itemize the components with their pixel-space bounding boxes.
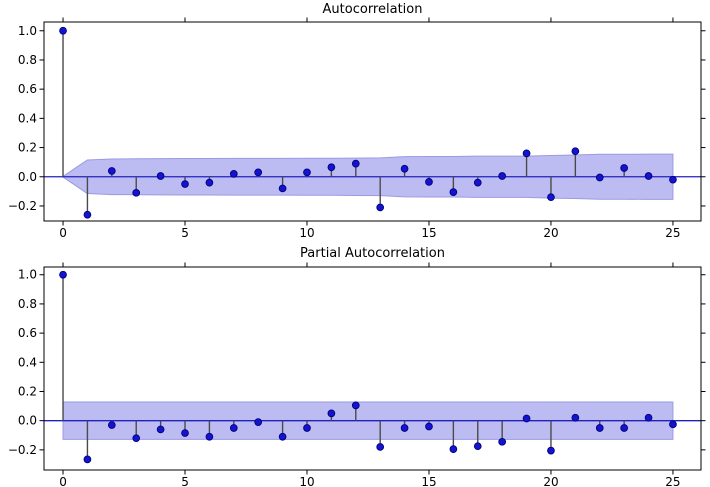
pacf-ytick-label: −0.2 xyxy=(8,443,37,457)
acf-marker xyxy=(522,149,531,158)
acf-xtick-label: 25 xyxy=(665,226,680,240)
pacf-xtick-label: 20 xyxy=(543,475,558,487)
acf-marker xyxy=(351,159,360,168)
acf-marker xyxy=(400,164,409,173)
acf-marker xyxy=(620,164,629,172)
acf-marker xyxy=(449,188,458,196)
pacf-axes-frame xyxy=(43,266,702,471)
pacf-marker xyxy=(425,422,433,431)
pacf-marker xyxy=(254,418,263,426)
pacf-marker xyxy=(156,425,165,434)
pacf-marker xyxy=(449,445,458,453)
acf-marker xyxy=(644,172,653,180)
acf-plot-title: Autocorrelation xyxy=(322,2,423,17)
pacf-marker xyxy=(644,413,653,422)
acf-marker xyxy=(107,167,116,175)
pacf-marker xyxy=(595,424,604,432)
acf-marker xyxy=(425,178,433,186)
pacf-marker xyxy=(107,421,116,429)
pacf-xtick-label: 25 xyxy=(665,475,680,487)
acf-marker xyxy=(595,173,604,182)
pacf-marker xyxy=(669,420,677,429)
acf-ytick-label: 0.6 xyxy=(18,82,37,96)
pacf-marker xyxy=(181,429,189,437)
pacf-xtick-label: 5 xyxy=(181,475,189,487)
acf-marker xyxy=(229,169,238,178)
acf-marker xyxy=(669,175,677,184)
pacf-marker xyxy=(83,455,92,464)
acf-marker xyxy=(181,180,189,188)
pacf-marker xyxy=(59,270,67,279)
acf-marker xyxy=(156,172,165,180)
acf-marker xyxy=(132,188,141,197)
pacf-marker xyxy=(547,446,555,455)
acf-marker xyxy=(59,26,67,35)
pacf-xtick-label: 10 xyxy=(299,475,314,487)
acf-xtick-label: 15 xyxy=(421,226,436,240)
pacf-marker xyxy=(473,442,482,451)
pacf-plot-title: Partial Autocorrelation xyxy=(300,246,445,261)
acf-marker xyxy=(205,178,214,187)
acf-ytick-label: 0.8 xyxy=(18,53,37,67)
pacf-marker xyxy=(278,432,287,441)
pacf-xtick-label: 15 xyxy=(421,475,436,487)
acf-marker xyxy=(254,168,263,177)
acf-marker xyxy=(571,147,580,156)
pacf-marker xyxy=(303,424,311,432)
pacf-ytick-label: 0.6 xyxy=(18,326,37,340)
acf-axes-frame xyxy=(43,21,702,222)
acf-xtick-label: 5 xyxy=(181,226,189,240)
pacf-marker xyxy=(327,409,336,418)
acf-ytick-label: 1.0 xyxy=(18,24,37,38)
pacf-marker xyxy=(132,434,141,443)
acf-ytick-label: 0.2 xyxy=(18,141,37,155)
acf-ytick-label: −0.2 xyxy=(8,199,37,213)
acf-marker xyxy=(473,178,482,187)
acf-marker xyxy=(498,172,507,180)
pacf-ytick-label: 0.0 xyxy=(18,414,37,428)
pacf-marker xyxy=(376,443,385,451)
acf-xtick-label: 10 xyxy=(299,226,314,240)
acf-marker xyxy=(327,163,336,172)
pacf-marker xyxy=(205,432,214,441)
acf-ytick-label: 0.4 xyxy=(18,111,37,125)
acf-marker xyxy=(303,168,311,177)
acf-marker xyxy=(376,203,385,212)
pacf-xtick-label: 0 xyxy=(59,475,67,487)
pacf-marker xyxy=(522,414,531,423)
pacf-ytick-label: 0.4 xyxy=(18,355,37,369)
pacf-marker xyxy=(351,401,360,410)
pacf-ytick-label: 0.8 xyxy=(18,297,37,311)
pacf-marker xyxy=(229,424,238,432)
acf-marker xyxy=(547,193,555,202)
acf-marker xyxy=(278,184,287,193)
pacf-marker xyxy=(571,413,580,422)
pacf-ytick-label: 0.2 xyxy=(18,384,37,398)
pacf-marker xyxy=(498,437,507,446)
acf-ytick-label: 0.0 xyxy=(18,170,37,184)
acf-xtick-label: 0 xyxy=(59,226,67,240)
acf-xtick-label: 20 xyxy=(543,226,558,240)
acf-marker xyxy=(83,210,92,219)
pacf-marker xyxy=(400,424,409,432)
pacf-marker xyxy=(620,424,629,432)
pacf-ytick-label: 1.0 xyxy=(18,268,37,282)
